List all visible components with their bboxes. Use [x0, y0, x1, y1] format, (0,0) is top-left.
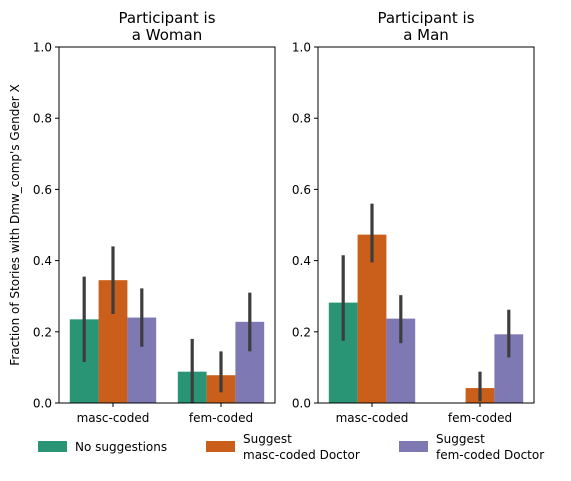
y-tick-label: 0.2: [33, 325, 52, 339]
y-tick-label: 0.0: [292, 397, 311, 411]
y-tick-label: 0.8: [292, 112, 311, 126]
x-tick-label: masc-coded: [336, 411, 409, 425]
y-tick-label: 0.2: [292, 325, 311, 339]
y-tick-label: 0.8: [33, 112, 52, 126]
x-tick-label: fem-coded: [448, 411, 512, 425]
legend-label: Suggest: [436, 432, 485, 446]
panel-title-line: Participant is: [118, 9, 215, 27]
legend-swatch: [206, 441, 235, 452]
bar: [357, 234, 387, 403]
y-tick-label: 1.0: [292, 41, 311, 55]
panel-title-line: Participant is: [377, 9, 474, 27]
plot-frame: [58, 46, 276, 404]
plot-frame: [317, 46, 535, 404]
y-tick-label: 0.6: [292, 183, 311, 197]
panel-title-line: a Man: [403, 26, 449, 44]
legend-swatch: [38, 441, 67, 452]
legend-swatch: [399, 441, 428, 452]
legend-label: No suggestions: [75, 440, 167, 454]
panel-title-line: a Woman: [132, 26, 202, 44]
y-axis-label: Fraction of Stories with Dmw_comp's Gend…: [8, 84, 22, 365]
y-tick-label: 0.4: [292, 254, 311, 268]
y-tick-label: 0.4: [33, 254, 52, 268]
y-tick-label: 0.6: [33, 183, 52, 197]
legend-label: masc-coded Doctor: [243, 448, 360, 462]
x-tick-label: masc-coded: [77, 411, 150, 425]
y-tick-label: 0.0: [33, 397, 52, 411]
legend-label: fem-coded Doctor: [436, 448, 544, 462]
legend-label: Suggest: [243, 432, 292, 446]
y-tick-label: 1.0: [33, 41, 52, 55]
x-tick-label: fem-coded: [189, 411, 253, 425]
